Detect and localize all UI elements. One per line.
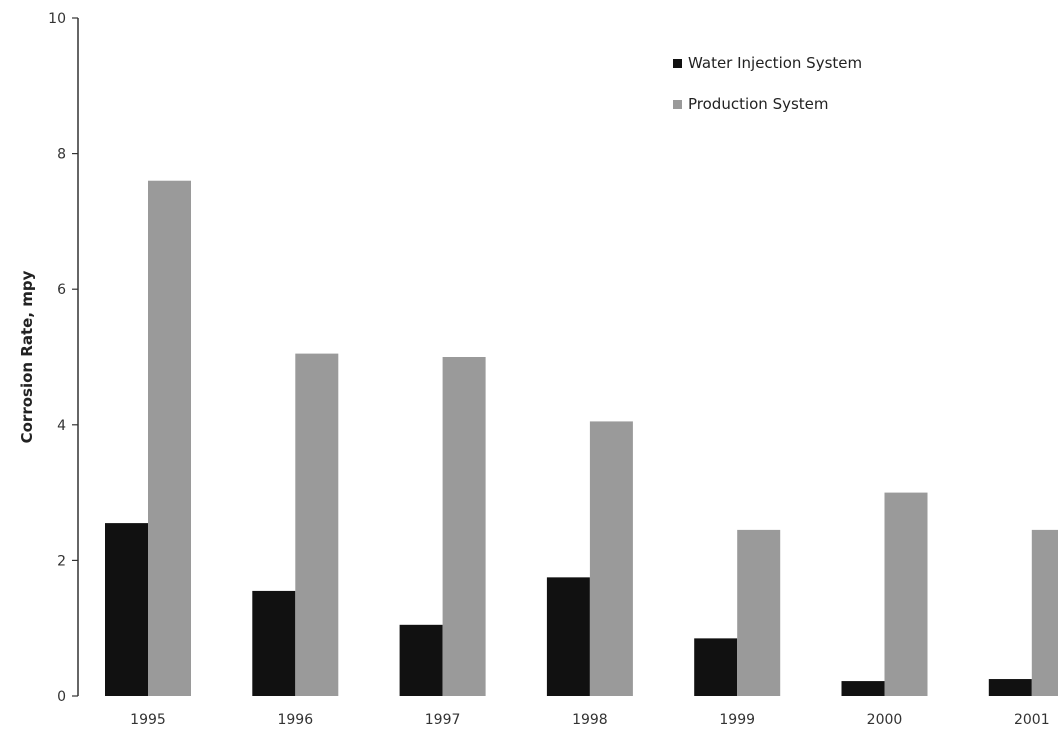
- bar-water-injection-system-1998: [546, 577, 590, 696]
- bar-water-injection-system-1995: [105, 523, 148, 696]
- legend-swatch-water-injection-system: [673, 59, 682, 68]
- x-tick-label: 1996: [277, 712, 313, 728]
- y-tick-label: 6: [57, 282, 66, 298]
- legend-swatch-production-system: [673, 100, 682, 109]
- bar-water-injection-system-1999: [694, 638, 738, 696]
- x-tick-label: 1999: [719, 712, 755, 728]
- x-tick-label: 2000: [867, 712, 903, 728]
- bar-production-system-1996: [295, 353, 339, 696]
- y-tick-label: 8: [57, 147, 66, 163]
- legend-label-production-system: Production System: [688, 95, 829, 113]
- bar-water-injection-system-2001: [988, 679, 1032, 696]
- y-tick-label: 0: [57, 689, 66, 705]
- legend: Water Injection System Production System: [673, 54, 862, 113]
- legend-label-water-injection-system: Water Injection System: [688, 54, 862, 72]
- bar-production-system-2001: [1031, 529, 1058, 696]
- y-tick-label: 2: [57, 553, 66, 569]
- x-tick-label: 1998: [572, 712, 608, 728]
- plot-area: 0 2 4 6 8 10 1995 1996 1997 1998 1999 2000 2001: [48, 11, 1058, 728]
- bar-production-system-1999: [737, 529, 781, 696]
- y-tick-label: 10: [48, 11, 66, 27]
- x-tick-label: 2001: [1014, 712, 1050, 728]
- y-tick-label: 4: [57, 418, 66, 434]
- bar-water-injection-system-2000: [841, 681, 885, 696]
- bar-production-system-2000: [884, 492, 928, 696]
- y-axis-label: Corrosion Rate, mpy: [18, 270, 36, 443]
- bar-production-system-1995: [148, 180, 191, 697]
- x-tick-label: 1995: [130, 712, 166, 728]
- bar-production-system-1998: [589, 421, 633, 696]
- bar-water-injection-system-1996: [252, 590, 296, 696]
- bar-production-system-1997: [442, 357, 486, 696]
- bar-water-injection-system-1997: [399, 624, 443, 696]
- x-tick-label: 1997: [425, 712, 461, 728]
